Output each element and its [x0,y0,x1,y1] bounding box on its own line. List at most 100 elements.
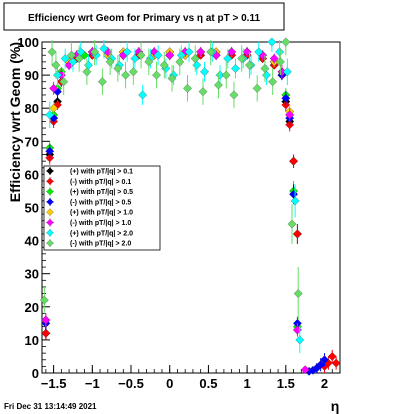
data-point [275,47,285,57]
data-point [90,47,100,57]
data-point [165,50,175,60]
data-point [254,47,264,57]
legend-marker [46,167,54,175]
title-box [3,2,285,31]
data-point [300,365,310,375]
legend-marker [46,187,54,196]
data-point [221,70,231,80]
data-point [128,67,138,77]
data-point [167,73,177,83]
data-point [136,50,146,60]
legend-box [43,165,161,251]
data-series [39,37,341,376]
data-point [287,219,297,229]
legend-entry-label: (+) with pT/|q| > 2.0 [70,230,133,237]
data-point [290,196,300,206]
x-tick-label: −0.5 [118,376,144,391]
legend-marker [46,218,54,227]
legend-entry-label: (-) with pT/|q| > 1.0 [70,220,131,227]
y-tick-label: 100 [17,35,39,50]
x-tick-label: −1 [85,376,100,391]
data-point [260,64,270,73]
y-tick-label: 60 [25,167,39,182]
data-point [281,93,291,103]
data-point [74,54,84,63]
data-point [41,328,51,338]
legend: (+) with pT/|q| > 0.1 (-) with pT/|q| > 0… [43,165,161,251]
data-point [68,57,78,67]
legend-entry-label: (+) with pT/|q| > 0.1 [70,169,133,176]
data-point [316,360,326,370]
data-point [229,90,239,100]
data-point [242,47,252,57]
data-point [99,44,109,54]
y-tick-label: 50 [25,201,39,216]
data-point [293,289,303,298]
data-point [214,80,223,90]
data-point [227,47,237,57]
x-tick-label: 1 [243,376,250,391]
x-tick-label: 0.5 [199,376,217,391]
legend-marker [46,208,54,216]
data-point [231,64,240,73]
x-tick-label: 0 [166,376,173,391]
data-point [45,110,55,120]
y-axis-title: Efficiency wrt Geom (%) [7,42,23,202]
data-point [267,37,277,47]
data-point [198,87,208,97]
x-tick-label: 1.5 [277,376,295,391]
data-point [269,54,279,63]
data-point [41,315,51,325]
legend-entry-label: (-) with pT/|q| > 0.1 [70,179,131,186]
y-tick-label: 10 [25,333,39,348]
data-point [67,50,76,60]
data-point [245,60,254,70]
data-point [184,47,194,57]
y-tick-label: 30 [25,267,39,282]
data-point [105,57,115,67]
data-point [53,70,62,80]
data-point [175,57,185,67]
data-point [295,335,305,345]
data-point [39,295,49,305]
data-point [60,54,70,63]
data-point [149,47,159,57]
y-tick-label: 90 [25,68,39,83]
data-point [206,47,216,57]
data-point [51,60,61,70]
data-point [138,90,148,100]
legend-entry-label: (+) with pT/|q| > 0.5 [70,189,133,196]
data-point [327,352,337,361]
data-point [49,83,59,93]
data-point [82,67,92,77]
data-point [121,70,131,80]
data-point [97,77,107,87]
data-point [122,47,132,57]
legend-marker [46,239,54,247]
data-point [159,60,169,70]
data-point [196,47,206,57]
data-point [200,67,209,77]
legend-entry-label: (-) with pT/|q| > 2.0 [70,241,131,248]
data-point [53,100,62,110]
data-point [215,70,225,80]
data-point [113,64,123,73]
legend-marker [46,229,54,237]
data-point [223,54,233,63]
data-point [281,37,291,47]
legend-marker [46,177,54,185]
data-point [252,83,262,93]
data-point [289,156,298,166]
data-point [47,47,57,57]
data-point [237,54,247,63]
timestamp: Fri Dec 31 13:14:49 2021 [4,402,97,411]
y-tick-label: 0 [32,366,39,381]
data-point [192,60,202,70]
series-7 [39,37,303,321]
data-point [49,103,59,113]
data-point [144,57,154,67]
data-point [45,146,55,156]
data-point [331,358,341,368]
data-point [275,57,285,67]
